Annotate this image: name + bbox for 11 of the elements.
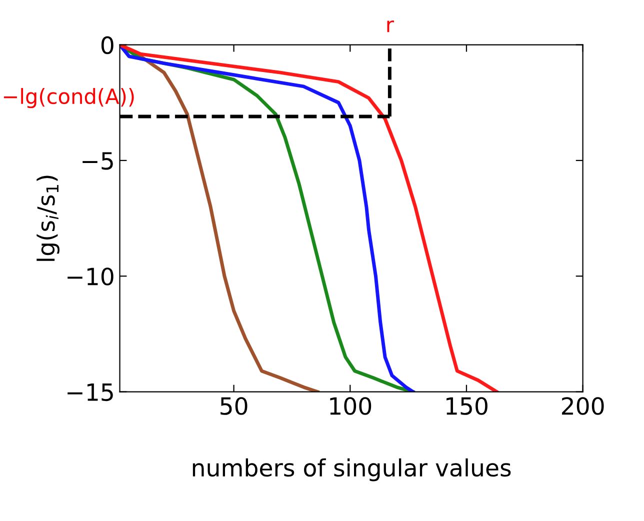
x-axis-title: numbers of singular values: [192, 458, 511, 482]
y-axis-title: lg(s$_{i}$/s$_{1}$): [36, 176, 60, 261]
x-tick-label: 200: [562, 397, 604, 415]
y-tick-label: 0: [101, 36, 114, 54]
y-tick-label: −15: [68, 384, 113, 402]
y-tick-label: −10: [68, 268, 114, 286]
x-tick-label: 50: [220, 397, 248, 415]
x-tick-label: 150: [446, 397, 488, 415]
y-tick-label: −5: [82, 152, 113, 170]
x-tick-label: 100: [330, 397, 372, 415]
ref-line-label: r: [387, 20, 394, 32]
